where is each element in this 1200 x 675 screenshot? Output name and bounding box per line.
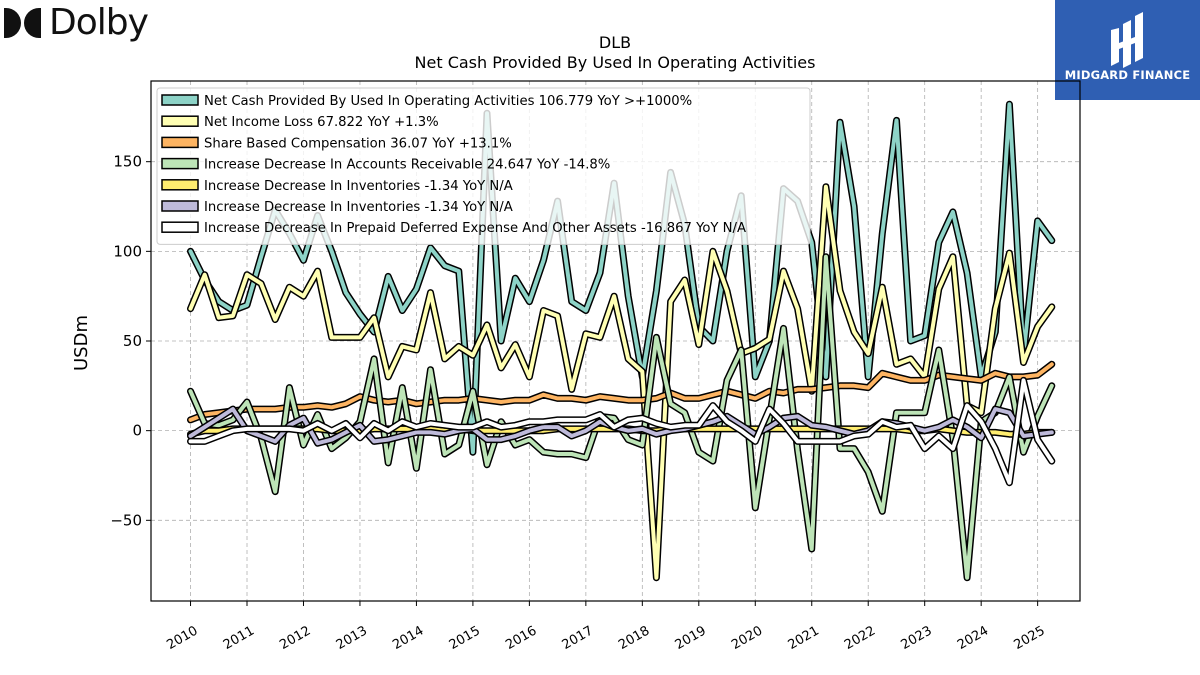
y-tick-label: 50 xyxy=(123,332,142,350)
x-tick-label: 2024 xyxy=(955,623,991,653)
legend-swatch-1 xyxy=(161,115,199,127)
series-line-6 xyxy=(188,378,1054,485)
y-tick-label: −50 xyxy=(110,511,142,529)
legend-label-3: Increase Decrease In Accounts Receivable… xyxy=(204,158,610,173)
y-tick-label: 150 xyxy=(113,153,142,171)
midgard-logo-text: MIDGARD FINANCE xyxy=(1064,68,1191,82)
x-tick-label: 2023 xyxy=(899,623,935,653)
chart-subtitle: Net Cash Provided By Used In Operating A… xyxy=(415,53,816,72)
y-tick-label: 0 xyxy=(132,422,142,440)
x-tick-label: 2016 xyxy=(503,623,539,653)
x-tick-label: 2025 xyxy=(1011,623,1047,653)
x-tick-label: 2018 xyxy=(616,623,652,653)
dolby-logo: Dolby xyxy=(4,2,149,43)
legend-label-5: Increase Decrease In Inventories -1.34 Y… xyxy=(204,200,513,215)
legend-swatch-3 xyxy=(161,157,199,170)
chart-title: DLB xyxy=(599,33,631,52)
legend-label-4: Increase Decrease In Inventories -1.34 Y… xyxy=(204,179,513,194)
x-tick-label: 2022 xyxy=(842,623,878,653)
legend-swatch-0 xyxy=(161,94,199,106)
x-tick-label: 2017 xyxy=(560,623,596,653)
x-tick-label: 2021 xyxy=(786,623,822,653)
legend-swatch-6 xyxy=(161,221,199,233)
y-tick-label: 100 xyxy=(113,242,142,260)
legend-box xyxy=(156,87,811,245)
series-line-1 xyxy=(188,184,1054,580)
x-tick-label: 2010 xyxy=(164,623,200,653)
legend: Net Cash Provided By Used In Operating A… xyxy=(156,87,811,245)
legend-label-0: Net Cash Provided By Used In Operating A… xyxy=(204,94,692,109)
legend-swatch-4 xyxy=(161,179,199,191)
x-tick-label: 2020 xyxy=(729,623,765,653)
legend-label-2: Share Based Compensation 36.07 YoY +13.1… xyxy=(204,136,512,151)
midgard-emblem-icon xyxy=(1111,12,1143,68)
x-tick-label: 2015 xyxy=(447,623,483,653)
dolby-logo-text: Dolby xyxy=(49,2,149,43)
x-tick-label: 2014 xyxy=(390,623,426,653)
legend-label-1: Net Income Loss 67.822 YoY +1.3% xyxy=(204,115,439,130)
midgard-finance-logo: MIDGARD FINANCE xyxy=(1055,0,1200,100)
y-axis-label: USDm xyxy=(71,315,92,371)
series-line-3 xyxy=(188,254,1054,580)
legend-label-6: Increase Decrease In Prepaid Deferred Ex… xyxy=(204,221,746,236)
legend-swatch-2 xyxy=(161,136,199,149)
x-tick-label: 2019 xyxy=(673,623,709,653)
x-tick-label: 2011 xyxy=(221,623,257,653)
x-tick-label: 2013 xyxy=(334,623,370,653)
series-line-2 xyxy=(188,362,1054,422)
dolby-double-d-icon xyxy=(4,7,41,38)
x-tick-label: 2012 xyxy=(277,623,313,653)
legend-swatch-5 xyxy=(161,200,199,212)
